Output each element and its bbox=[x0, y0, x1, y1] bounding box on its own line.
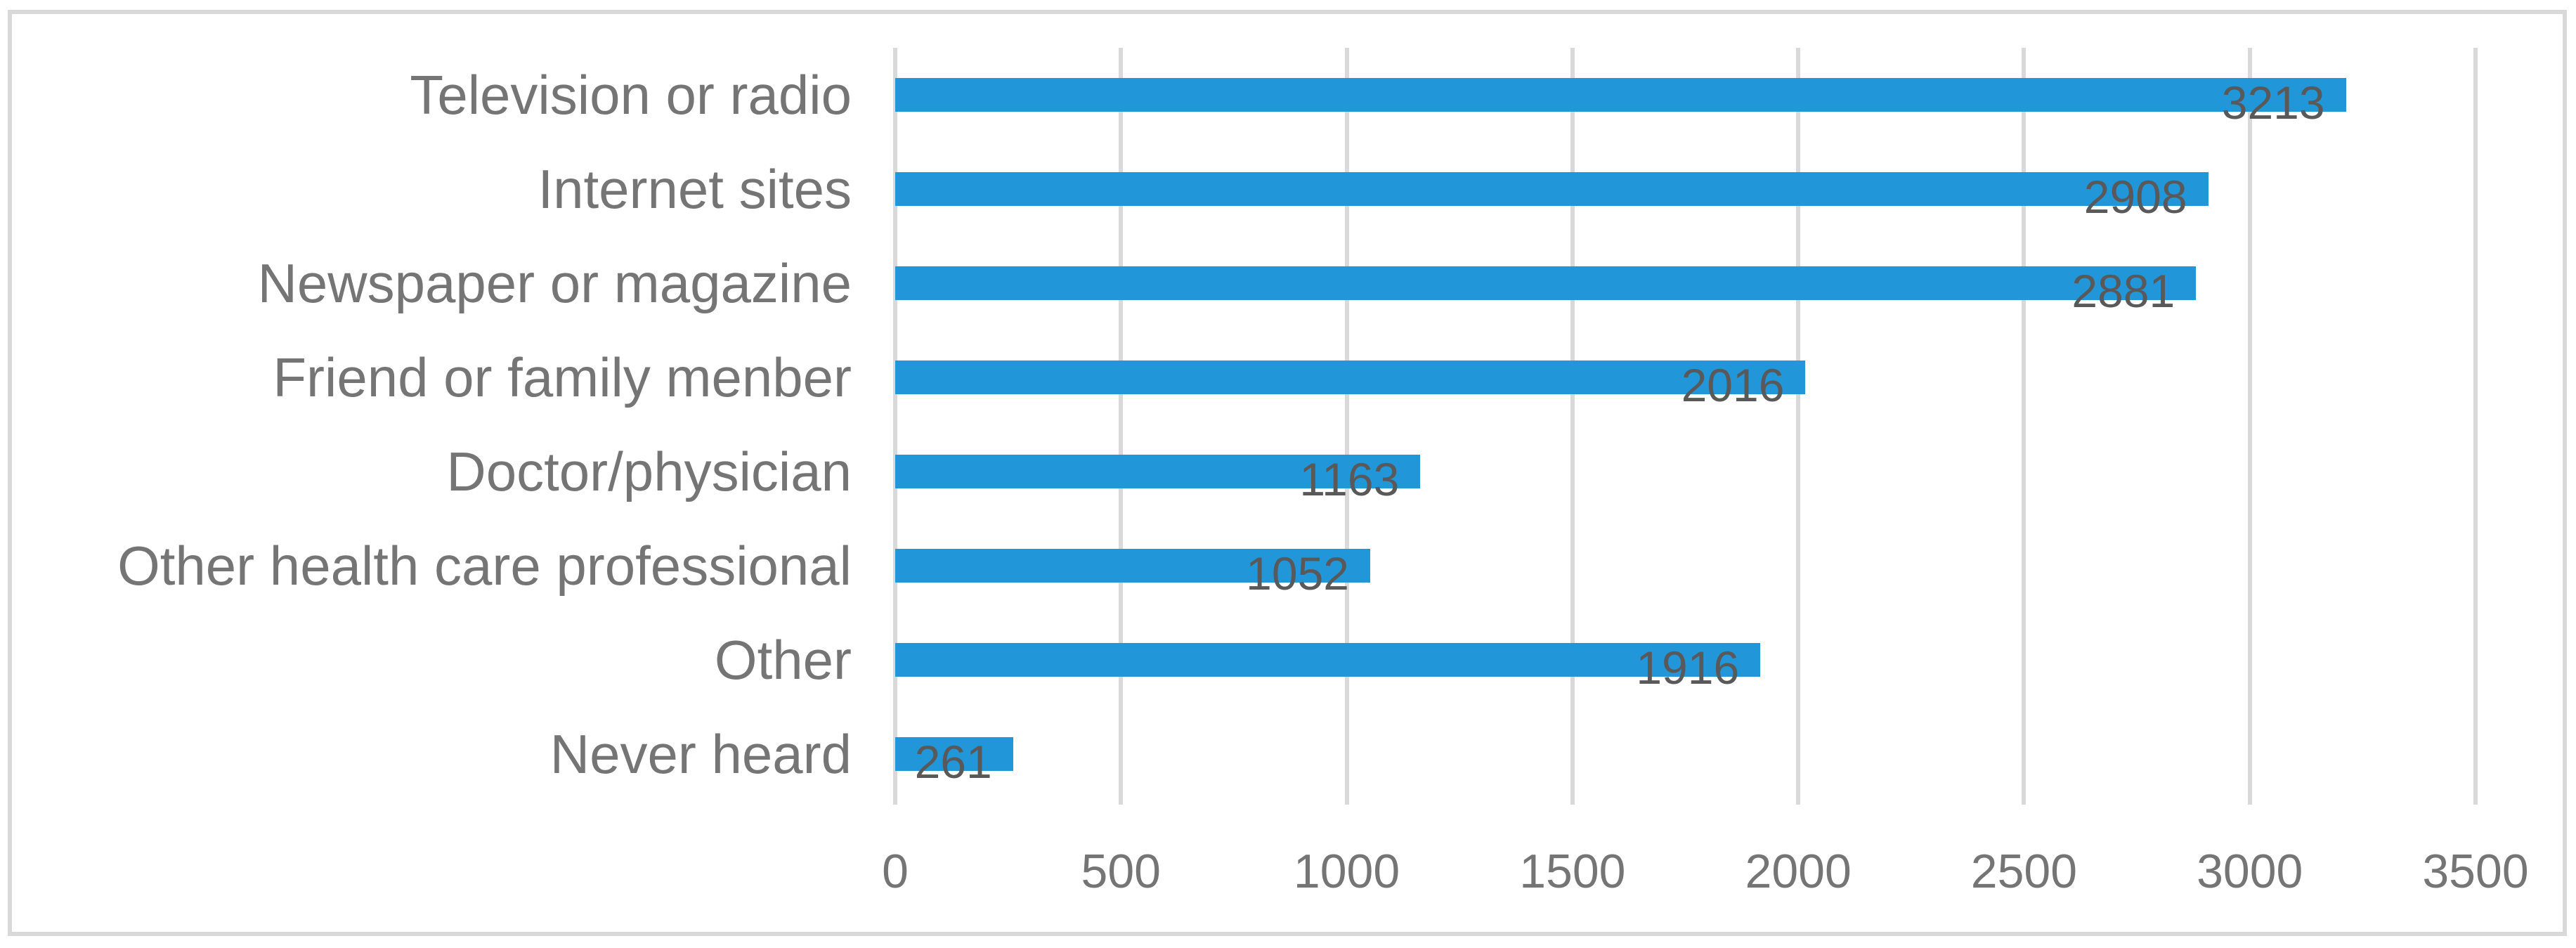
category-label: Internet sites bbox=[538, 158, 852, 220]
gridline bbox=[2247, 48, 2252, 805]
gridline bbox=[1570, 48, 1575, 805]
bar: 2881 bbox=[895, 266, 2197, 314]
x-axis-tick-label: 1500 bbox=[1519, 845, 1626, 898]
gridline bbox=[2473, 48, 2478, 805]
bar: 2908 bbox=[895, 172, 2209, 220]
category-label: Never heard bbox=[549, 723, 852, 785]
x-axis-tick-label: 2500 bbox=[1970, 845, 2078, 898]
bar: 1916 bbox=[895, 643, 1761, 691]
x-axis-tick-label: 3500 bbox=[2422, 845, 2529, 898]
x-axis-tick-label: 2000 bbox=[1745, 845, 1852, 898]
category-label: Other health care professional bbox=[117, 535, 852, 597]
category-label: Friend or family menber bbox=[273, 346, 852, 408]
data-label: 2908 bbox=[2083, 171, 2187, 223]
category-label: Newspaper or magazine bbox=[257, 252, 852, 314]
category-label: Television or radio bbox=[410, 64, 852, 126]
gridline bbox=[1119, 48, 1124, 805]
bar: 261 bbox=[895, 737, 1013, 785]
bar: 3213 bbox=[895, 78, 2346, 126]
bar: 1163 bbox=[895, 455, 1421, 502]
data-label: 1052 bbox=[1246, 547, 1349, 599]
x-axis-tick-label: 1000 bbox=[1293, 845, 1400, 898]
data-label: 3213 bbox=[2221, 77, 2325, 129]
x-axis-tick-label: 0 bbox=[882, 845, 909, 898]
gridline bbox=[1796, 48, 1801, 805]
category-label: Other bbox=[714, 629, 852, 691]
bar: 1052 bbox=[895, 549, 1370, 597]
data-label: 261 bbox=[914, 736, 992, 788]
bar: 2016 bbox=[895, 361, 1806, 408]
category-label: Doctor/physician bbox=[446, 441, 852, 502]
value-axis-line bbox=[893, 48, 897, 805]
data-label: 1163 bbox=[1299, 453, 1400, 505]
gridline bbox=[2022, 48, 2027, 805]
gridline bbox=[1344, 48, 1349, 805]
x-axis-tick-label: 500 bbox=[1081, 845, 1162, 898]
x-axis-tick-label: 3000 bbox=[2197, 845, 2303, 898]
data-label: 2881 bbox=[2071, 265, 2175, 317]
data-label: 1916 bbox=[1636, 642, 1740, 694]
data-label: 2016 bbox=[1681, 359, 1785, 411]
